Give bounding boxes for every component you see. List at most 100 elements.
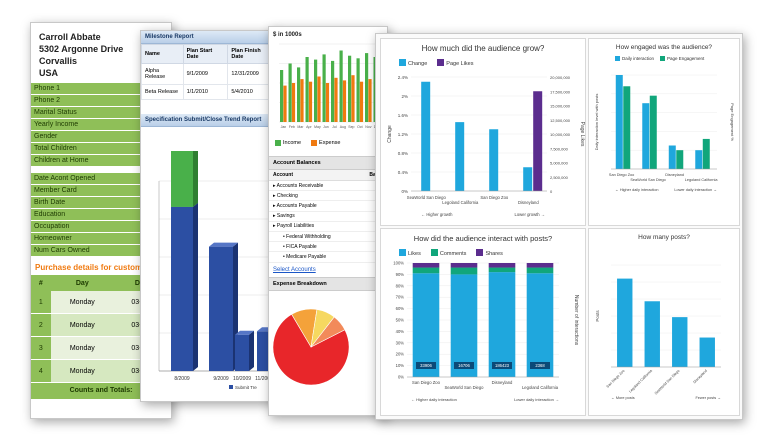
- footnote-left: ← Higher growth: [421, 212, 453, 217]
- account-label: Medicare Payable: [286, 253, 327, 260]
- expense-bar: [325, 83, 330, 122]
- legend-engagement: Page Engagement: [660, 56, 704, 61]
- trend-bar-side: [249, 330, 254, 371]
- col-header: Account: [273, 172, 293, 178]
- y-tick-label: 1.6%: [398, 113, 408, 118]
- col-header: #: [31, 275, 51, 291]
- milestone-start: 9/1/2009: [182, 63, 229, 85]
- field-label: Member Card: [31, 184, 141, 197]
- col-header: Plan Finish Date: [227, 44, 277, 64]
- income-chart-title: $ in 1000s: [273, 32, 302, 38]
- field-label: Homeowner: [31, 232, 141, 245]
- spec-trend-title: Specification Submit/Close Trend Report: [141, 114, 277, 127]
- legend-likes: Likes: [399, 249, 421, 257]
- legend-comments: Comments: [430, 249, 467, 257]
- expand-arrow-icon: ▸: [273, 182, 277, 189]
- income-bar: [322, 54, 326, 122]
- audience-engaged-chart: Daily interaction level with posts Page E…: [594, 74, 735, 192]
- account-item[interactable]: ▸ Checking: [269, 191, 387, 202]
- account-item[interactable]: ▸ Payroll Liabilities: [269, 222, 387, 232]
- x-tick-label: Jul: [332, 125, 337, 129]
- audience-interact-chart: 0% 10% 20% 30% 40% 50% 60% 70% 80% 90% 100% Number …: [393, 261, 579, 403]
- y-tick-label: 60%: [396, 306, 405, 311]
- x-tick-label: San Diego Zoo: [412, 380, 441, 385]
- field-label: Marital Status: [31, 106, 141, 119]
- y-tick-label: 0.8%: [398, 151, 408, 156]
- y-tick-label: 2.4%: [398, 75, 408, 80]
- x-tick-label: 10/2009: [233, 376, 251, 382]
- y2-tick-label: 15,000,000: [550, 104, 571, 109]
- account-label: Federal Withholding: [286, 233, 331, 240]
- row-number: 3: [31, 336, 51, 360]
- y-tick-label: 20%: [396, 352, 405, 357]
- stacked-segment: [526, 263, 554, 268]
- footnote-left: ← More posts: [611, 396, 635, 400]
- legend-swatch: [229, 385, 233, 389]
- income-bar: [339, 50, 343, 122]
- field-label: Gender: [31, 130, 141, 143]
- field-label: Education: [31, 208, 141, 221]
- row-number: 4: [31, 359, 51, 383]
- y2-tick-label: 2,500,000: [550, 175, 569, 180]
- footnote-right: Lower growth →: [515, 212, 546, 217]
- page-engagement-bar: [676, 150, 684, 169]
- customer-city: Corvallis: [39, 56, 78, 66]
- milestone-report-panel: Milestone Report Name Plan Start Date Pl…: [140, 30, 278, 402]
- bar-value-label: 16706: [458, 363, 470, 368]
- income-bar: [365, 53, 369, 122]
- trend-bar: [171, 206, 193, 371]
- audience-engaged-quad: How engaged was the audience? Daily inte…: [588, 38, 740, 226]
- account-item[interactable]: ▸ Accounts Receivable: [269, 181, 387, 192]
- account-item[interactable]: • Federal Withholding: [269, 232, 387, 243]
- legend-label: Comments: [439, 251, 467, 257]
- trend-bar: [235, 334, 249, 371]
- account-item[interactable]: • FICA Payable: [269, 242, 387, 253]
- pie-slice: [272, 313, 350, 385]
- x-tick-label: Legoland California: [442, 200, 479, 205]
- income-bar: [356, 58, 360, 122]
- expense-bar: [308, 81, 313, 122]
- daily-interaction-bar: [668, 145, 676, 169]
- y-tick-label: 2%: [401, 94, 408, 99]
- row-day: Monday: [50, 313, 114, 337]
- expand-arrow-icon: ▸: [273, 223, 277, 230]
- spec-trend-chart: 8/2009 9/2009 10/2009 11/2009 Submit Tre: [158, 151, 277, 390]
- footnote-left: ← Higher daily interaction: [615, 188, 658, 192]
- x-tick-label: Disneyland: [665, 173, 684, 177]
- y-tick-label: 0%: [398, 375, 404, 380]
- y-axis-label: Change: [387, 125, 393, 143]
- row-number: 1: [31, 291, 51, 314]
- col-header: Day: [50, 275, 114, 291]
- x-tick-label: San Diego Zoo: [609, 173, 634, 177]
- x-tick-label: Disneyland: [693, 369, 708, 384]
- page-likes-bar: [533, 91, 543, 191]
- table-row[interactable]: Beta Release 1/1/2010 5/4/2010: [141, 84, 277, 100]
- bar-value-label: 186423: [495, 363, 510, 368]
- row-day: Monday: [50, 291, 114, 314]
- account-item[interactable]: ▸ Savings: [269, 212, 387, 222]
- bar-value-label: 33906: [420, 363, 432, 368]
- account-item[interactable]: ▸ Accounts Payable: [269, 201, 387, 212]
- trend-bar: [257, 331, 271, 371]
- audience-engaged-legend: Daily interaction Page Engagement: [615, 56, 739, 61]
- expand-arrow-icon: ▸: [273, 192, 277, 199]
- account-item[interactable]: • Medicare Payable: [269, 252, 387, 263]
- y2-tick-label: 20,000,000: [550, 75, 571, 80]
- trend-bar-stack: [171, 151, 193, 207]
- y2-axis-label: Page Engagement %: [730, 103, 735, 141]
- x-tick-label: SeaWorld San Diego: [444, 385, 484, 390]
- account-label: Accounts Payable: [276, 202, 317, 209]
- table-row[interactable]: Alpha Release 9/1/2009 12/31/2009: [141, 63, 277, 85]
- daily-interaction-bar: [695, 150, 703, 169]
- x-tick-label: Jan: [281, 125, 287, 129]
- legend-label: Change: [408, 61, 428, 67]
- milestone-name: Beta Release: [141, 84, 184, 100]
- footnote-right: Lower daily interaction →: [514, 397, 559, 402]
- select-accounts-link[interactable]: Select Accounts: [273, 266, 316, 273]
- posts-bar: [617, 278, 633, 367]
- expense-bar: [351, 75, 355, 122]
- bar-value-badge: [492, 362, 512, 369]
- y-tick-label: 30%: [396, 340, 405, 345]
- audience-interact-quad: How did the audience interact with posts…: [380, 228, 586, 416]
